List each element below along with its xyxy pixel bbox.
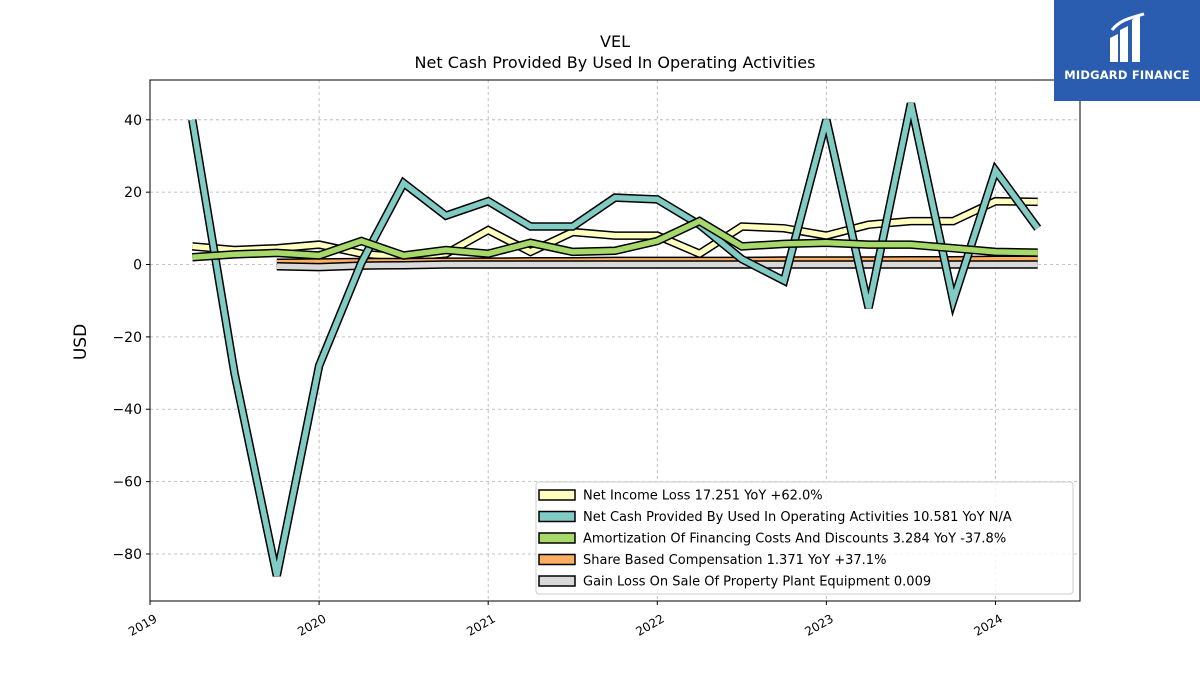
y-tick-label: 0 [133,258,142,274]
series-stroke [276,261,1038,270]
series-stroke [192,217,1038,261]
series-line [276,260,1038,272]
y-axis-label: USD [71,324,91,360]
legend-label: Net Cash Provided By Used In Operating A… [583,510,1012,525]
x-tick-label: 2021 [464,611,497,638]
y-tick-label: −80 [112,547,142,563]
legend-label: Share Based Compensation 1.371 YoY +37.1… [583,553,886,568]
x-tick-label: 2024 [972,611,1005,638]
chart-subtitle: Net Cash Provided By Used In Operating A… [415,53,816,72]
y-tick-label: 40 [124,113,142,129]
y-tick-label: −60 [112,475,142,491]
y-tick-label: −20 [112,330,142,346]
legend-label: Amortization Of Financing Costs And Disc… [583,532,1006,547]
chart-title: VEL [600,32,630,51]
series-layer [188,102,1042,577]
y-tick-label: −40 [112,402,142,418]
series-stroke [189,102,1040,577]
plot-frame [149,79,1081,602]
x-tick-label: 2020 [295,611,328,638]
legend-swatch [538,489,576,501]
x-tick-label: 2023 [802,611,835,638]
legend-label: Gain Loss On Sale Of Property Plant Equi… [583,575,931,590]
legend-swatch [538,553,576,566]
series-line [188,102,1042,577]
x-tick-label: 2019 [126,611,159,638]
series-line [192,216,1038,262]
chart-title-group: VEL Net Cash Provided By Used In Operati… [415,32,816,72]
legend-label: Net Income Loss 17.251 YoY +62.0% [583,489,823,504]
brand-logo: MIDGARD FINANCE [1054,0,1200,101]
legend: Net Income Loss 17.251 YoY +62.0% Net Cas… [535,481,1074,595]
legend-box [535,481,1074,595]
legend-swatch [538,532,576,544]
y-tick-label: 20 [124,185,142,201]
x-tick-label: 2022 [633,611,666,638]
brand-mark-icon [1110,12,1145,62]
legend-swatch [538,575,576,587]
legend-swatch [538,510,576,523]
brand-name: MIDGARD FINANCE [1064,68,1190,82]
